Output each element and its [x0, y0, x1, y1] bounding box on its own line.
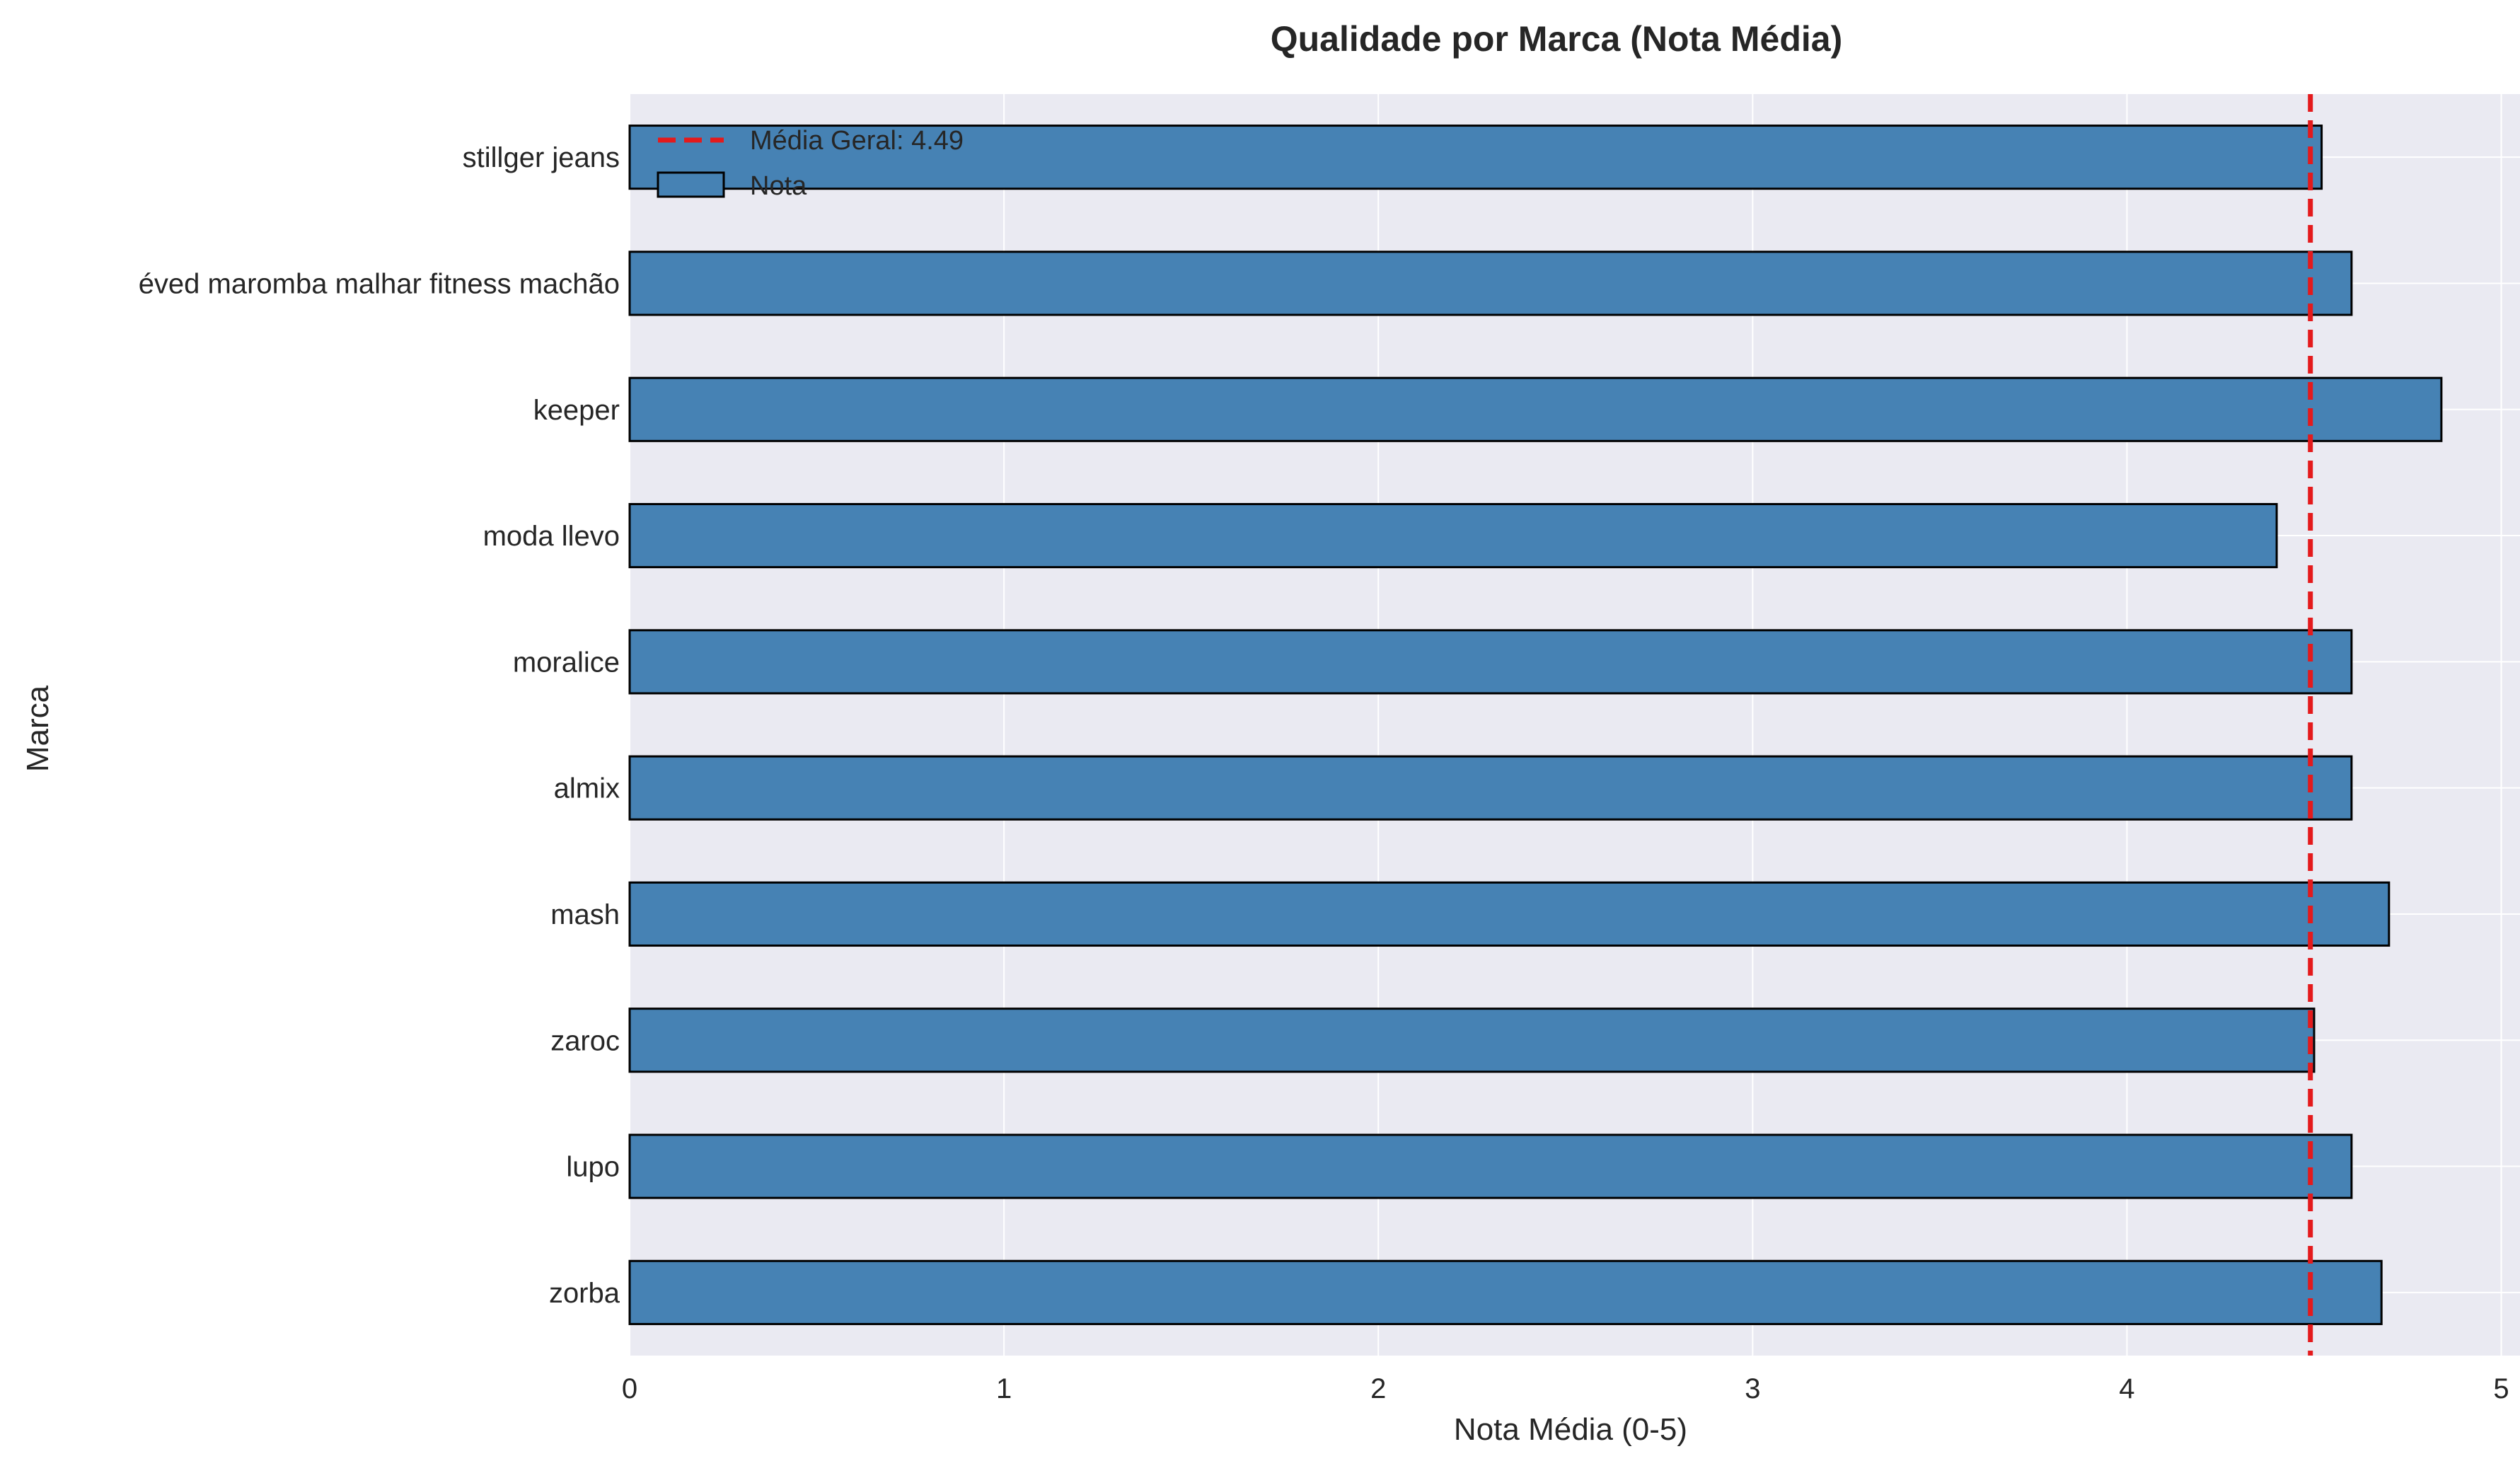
x-tick-labels: 0 1 2 3 4 5 — [622, 1373, 2509, 1404]
bar — [628, 1133, 2353, 1199]
legend-label-mean: Média Geral: 4.49 — [750, 126, 964, 156]
bar — [628, 125, 2323, 190]
y-tick-label: almix — [554, 773, 620, 804]
y-tick-labels: stillger jeans éved maromba malhar fitnes… — [139, 142, 620, 1309]
y-tick-label: lupo — [566, 1152, 620, 1183]
bars — [628, 125, 2443, 1325]
y-tick-label: stillger jeans — [463, 142, 620, 173]
y-tick-label: zaroc — [550, 1025, 620, 1056]
bar — [628, 502, 2278, 569]
bar — [628, 629, 2353, 695]
x-tick-label: 0 — [622, 1373, 637, 1404]
legend-label-bar: Nota — [750, 171, 807, 201]
x-tick-label: 3 — [1745, 1373, 1760, 1404]
x-tick-label: 2 — [1370, 1373, 1386, 1404]
y-tick-label: zorba — [549, 1278, 620, 1309]
bar — [628, 755, 2353, 821]
y-tick-label: moda llevo — [483, 521, 620, 552]
y-axis-label: Marca — [21, 685, 55, 772]
legend: Média Geral: 4.49 Nota — [657, 126, 964, 201]
bar — [628, 881, 2391, 947]
y-tick-label: moralice — [513, 647, 620, 678]
y-tick-label: keeper — [533, 395, 620, 426]
chart-title: Qualidade por Marca (Nota Média) — [1271, 19, 1842, 59]
y-tick-label: éved maromba malhar fitness machão — [139, 268, 620, 299]
y-tick-label: mash — [550, 899, 620, 930]
legend-swatch-bar — [657, 171, 725, 198]
bar — [628, 250, 2353, 316]
x-tick-label: 1 — [996, 1373, 1012, 1404]
x-axis-label: Nota Média (0-5) — [1454, 1412, 1687, 1447]
x-tick-label: 4 — [2119, 1373, 2134, 1404]
x-tick-label: 5 — [2493, 1373, 2509, 1404]
bar — [628, 1007, 2316, 1073]
bar — [628, 1259, 2383, 1325]
bar — [628, 376, 2443, 442]
